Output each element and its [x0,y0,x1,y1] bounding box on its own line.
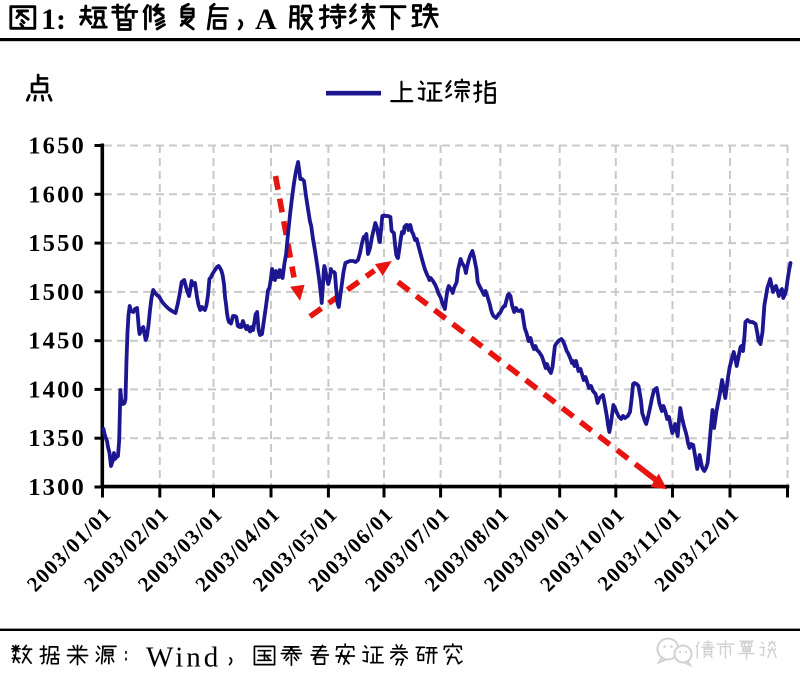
svg-text:Wind: Wind [146,642,221,674]
svg-text:1550: 1550 [28,230,86,257]
svg-text:1350: 1350 [28,425,86,452]
svg-text:1400: 1400 [28,376,86,403]
svg-text:1450: 1450 [28,328,86,355]
svg-text:1650: 1650 [28,133,86,160]
svg-text:A: A [255,3,277,36]
svg-text:1500: 1500 [28,279,86,306]
svg-text:1600: 1600 [28,181,86,208]
svg-text:1300: 1300 [28,474,86,501]
svg-text:1:: 1: [41,3,66,36]
